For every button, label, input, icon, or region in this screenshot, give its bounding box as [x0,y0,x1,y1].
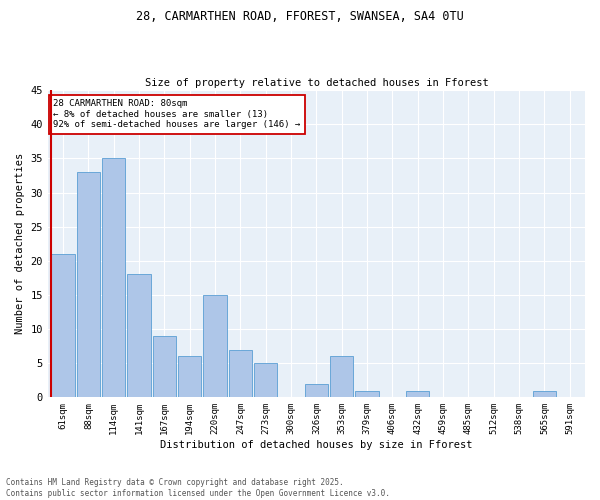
Bar [153,336,176,398]
Bar [52,254,75,398]
Text: 28, CARMARTHEN ROAD, FFOREST, SWANSEA, SA4 0TU: 28, CARMARTHEN ROAD, FFOREST, SWANSEA, S… [136,10,464,23]
Y-axis label: Number of detached properties: Number of detached properties [15,153,25,334]
Bar [127,274,151,398]
Bar [229,350,252,398]
Text: Contains HM Land Registry data © Crown copyright and database right 2025.
Contai: Contains HM Land Registry data © Crown c… [6,478,390,498]
Bar [355,390,379,398]
Bar [406,390,430,398]
Bar [178,356,202,398]
Text: 28 CARMARTHEN ROAD: 80sqm
← 8% of detached houses are smaller (13)
92% of semi-d: 28 CARMARTHEN ROAD: 80sqm ← 8% of detach… [53,100,301,129]
Bar [330,356,353,398]
Title: Size of property relative to detached houses in Fforest: Size of property relative to detached ho… [145,78,488,88]
X-axis label: Distribution of detached houses by size in Fforest: Distribution of detached houses by size … [160,440,473,450]
Bar [533,390,556,398]
Bar [102,158,125,398]
Bar [77,172,100,398]
Bar [305,384,328,398]
Bar [254,363,277,398]
Bar [203,295,227,398]
